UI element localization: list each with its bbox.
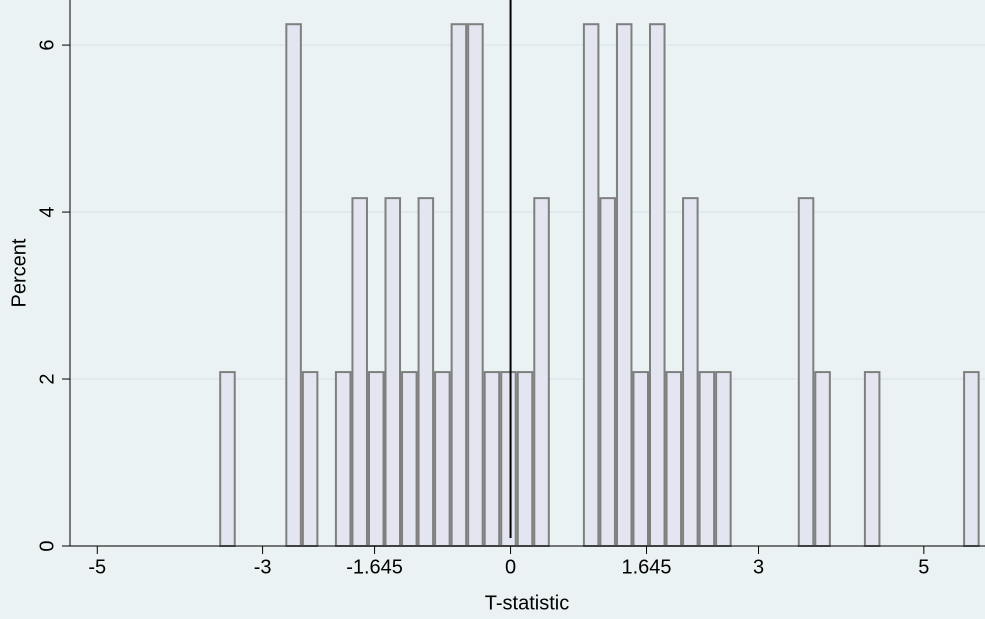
bar [599, 197, 616, 547]
y-tick-label: 2 [36, 373, 58, 384]
bar [401, 371, 418, 548]
y-tick-label: 0 [36, 540, 58, 551]
bar [467, 23, 484, 548]
bar [533, 197, 550, 547]
bar [450, 23, 468, 548]
bar [351, 197, 368, 547]
bar [367, 371, 385, 548]
x-tick-label: 1.645 [621, 556, 671, 578]
bar [863, 371, 881, 548]
bar [500, 371, 517, 548]
bar [582, 23, 600, 548]
y-tick-label: 4 [36, 206, 58, 217]
bar [665, 371, 683, 548]
bar [698, 371, 716, 548]
bar [632, 371, 650, 548]
bar [814, 371, 831, 548]
bar [285, 23, 302, 548]
x-tick-label: 0 [505, 556, 516, 578]
bar [516, 371, 534, 548]
x-tick-label: -3 [254, 556, 272, 578]
bar [483, 371, 501, 548]
bar [219, 371, 236, 548]
x-tick-label: -1.645 [346, 556, 403, 578]
bar [417, 197, 435, 547]
bar [301, 371, 319, 548]
bar [963, 371, 980, 548]
y-tick-label: 6 [36, 40, 58, 51]
bar [615, 23, 633, 548]
bar [649, 23, 666, 548]
x-tick-label: 5 [918, 556, 929, 578]
bar [797, 197, 815, 547]
bar [334, 371, 352, 548]
bar [434, 371, 451, 548]
x-tick-label: 3 [753, 556, 764, 578]
x-tick-label: -5 [88, 556, 106, 578]
x-axis-title: T-statistic [485, 592, 569, 614]
bar [682, 197, 699, 547]
bar [384, 197, 402, 547]
bar [715, 371, 732, 548]
y-axis-title: Percent [8, 238, 30, 307]
